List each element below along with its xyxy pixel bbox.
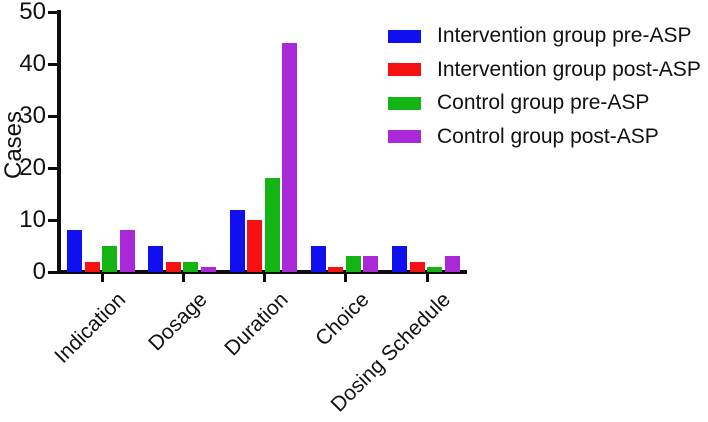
legend-swatch-control-group-pre-asp: [388, 96, 421, 110]
bar-indication-intervention-group-post-asp: [84, 261, 100, 272]
y-axis-tick-label: 10: [19, 206, 46, 233]
bar-choice-intervention-group-post-asp: [328, 266, 344, 272]
bar-dosage-control-group-pre-asp: [183, 261, 199, 272]
bar-indication-intervention-group-pre-asp: [67, 230, 82, 272]
bar-choice-control-group-pre-asp: [345, 256, 361, 272]
y-axis-tick: [48, 10, 57, 14]
x-axis-label-dosage: Dosage: [144, 288, 212, 356]
bar-duration-control-group-pre-asp: [264, 178, 280, 272]
y-axis-tick: [48, 270, 57, 274]
bar-dosing-schedule-intervention-group-pre-asp: [392, 246, 407, 272]
x-axis-line: [57, 270, 467, 274]
x-axis-tick: [344, 274, 348, 282]
legend-label: Control group post-ASP: [437, 124, 659, 148]
x-axis-tick: [425, 274, 429, 282]
x-axis-tick: [100, 274, 104, 282]
y-axis-tick: [48, 218, 57, 222]
legend-swatch-intervention-group-post-asp: [388, 63, 421, 76]
y-axis-tick-label: 30: [19, 102, 46, 129]
legend-item-intervention-group-post-asp: Intervention group post-ASP: [388, 58, 701, 82]
x-axis-tick: [181, 274, 185, 282]
legend-item-control-group-post-asp: Control group post-ASP: [388, 125, 659, 149]
y-axis-tick: [48, 114, 57, 118]
legend-swatch-control-group-post-asp: [388, 130, 421, 143]
bar-dosing-schedule-intervention-group-post-asp: [409, 261, 425, 272]
x-axis-label-indication: Indication: [50, 288, 131, 368]
bar-choice-intervention-group-pre-asp: [310, 246, 326, 272]
y-axis-tick-label: 20: [19, 154, 46, 181]
y-axis-tick: [48, 62, 57, 66]
legend-label: Control group pre-ASP: [437, 91, 650, 114]
bar-choice-control-group-post-asp: [363, 256, 379, 272]
bar-duration-intervention-group-post-asp: [247, 220, 262, 272]
x-axis-tick: [263, 274, 266, 282]
bar-dosage-control-group-post-asp: [200, 266, 216, 272]
bar-indication-control-group-pre-asp: [102, 246, 117, 272]
bar-dosage-intervention-group-post-asp: [165, 261, 181, 272]
legend-label: Intervention group post-ASP: [437, 57, 701, 81]
legend-label: Intervention group pre-ASP: [437, 24, 692, 47]
y-axis-line: [57, 10, 61, 274]
y-axis-tick-label: 40: [19, 50, 46, 77]
legend-item-control-group-pre-asp: Control group pre-ASP: [388, 91, 649, 115]
bar-indication-control-group-post-asp: [119, 230, 135, 272]
bar-dosing-schedule-control-group-pre-asp: [427, 266, 442, 272]
y-axis-tick-label: 0: [32, 258, 46, 285]
bar-dosage-intervention-group-pre-asp: [148, 246, 164, 272]
x-axis-label-duration: Duration: [220, 288, 293, 361]
bar-duration-intervention-group-pre-asp: [229, 209, 245, 272]
y-axis-tick-label: 50: [19, 0, 46, 25]
bar-duration-control-group-post-asp: [282, 43, 297, 272]
legend-item-intervention-group-pre-asp: Intervention group pre-ASP: [388, 24, 691, 48]
bar-dosing-schedule-control-group-post-asp: [444, 256, 460, 272]
legend-swatch-intervention-group-pre-asp: [388, 29, 421, 43]
y-axis-tick: [48, 166, 57, 170]
x-axis-label-choice: Choice: [311, 288, 375, 351]
